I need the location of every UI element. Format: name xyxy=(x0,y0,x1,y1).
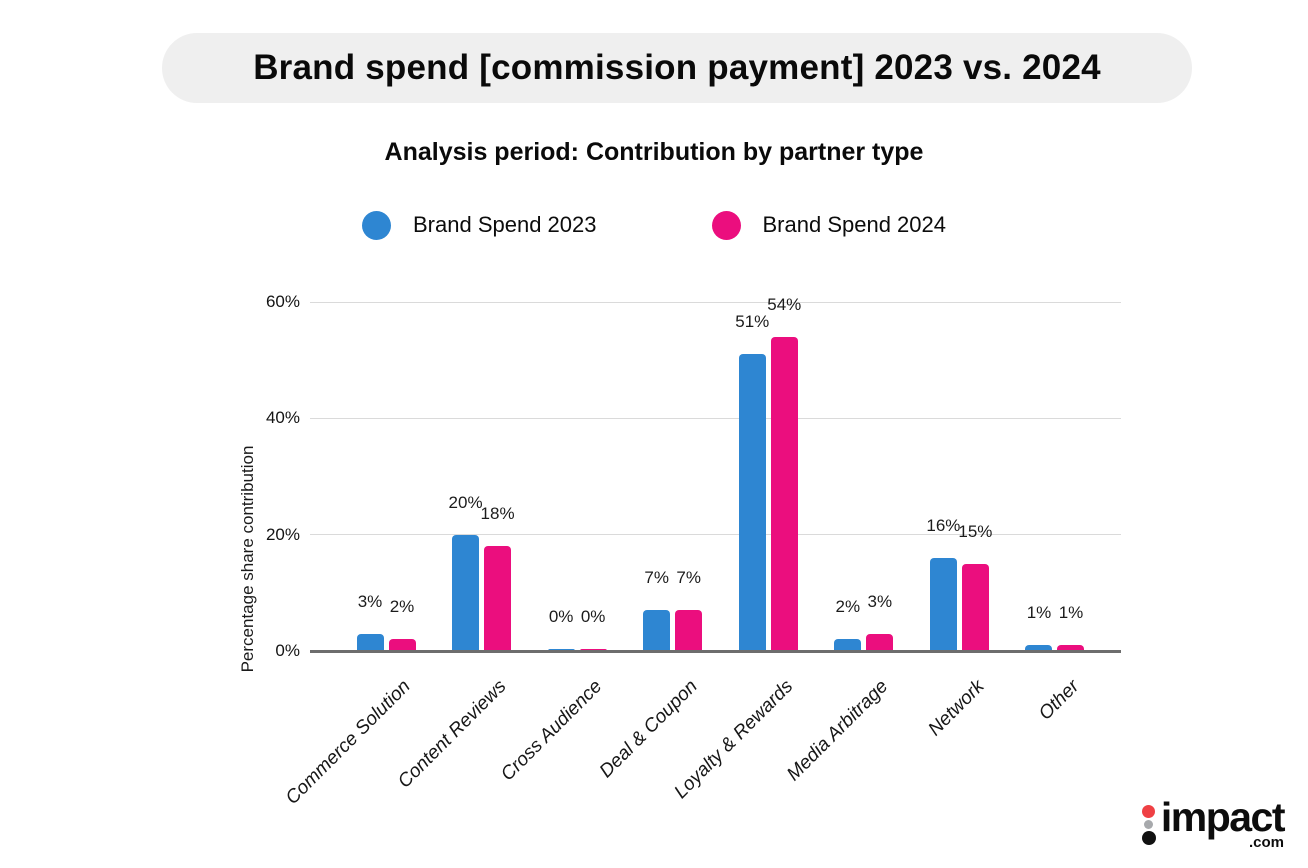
bar-brand-spend-2023 xyxy=(452,534,480,651)
chart-title: Brand spend [commission payment] 2023 vs… xyxy=(253,48,1101,87)
bar-value-label: 7% xyxy=(676,568,701,588)
bar-brand-spend-2024 xyxy=(675,610,703,651)
bar-value-label: 16% xyxy=(926,515,961,535)
y-tick-label: 60% xyxy=(265,292,300,311)
y-tick-label: 40% xyxy=(265,408,300,428)
legend-item-2023: Brand Spend 2023 xyxy=(362,210,597,240)
chart-legend: Brand Spend 2023 Brand Spend 2024 xyxy=(0,203,1308,247)
bar-brand-spend-2023 xyxy=(1025,645,1053,651)
legend-item-2024: Brand Spend 2024 xyxy=(711,210,947,240)
legend-label: Brand Spend 2024 xyxy=(762,212,947,237)
logo-brand-name: impact xyxy=(1160,794,1286,840)
bar-value-label: 54% xyxy=(767,294,802,314)
gridline-20 xyxy=(310,534,1121,536)
bar-brand-spend-2024 xyxy=(961,563,989,651)
bar-value-label: 0% xyxy=(548,607,574,626)
bar-brand-spend-2023 xyxy=(738,354,766,651)
chart-subtitle: Analysis period: Contribution by partner… xyxy=(384,138,924,166)
gridline-60 xyxy=(310,301,1121,303)
bar-value-label: 20% xyxy=(448,492,483,512)
x-category-label: Other xyxy=(1035,676,1084,725)
bar-value-label: 2% xyxy=(389,597,415,617)
impact-logo: impact .com xyxy=(1141,794,1286,851)
legend-dot-icon xyxy=(362,210,391,240)
logo-dot-black xyxy=(1141,831,1156,845)
x-category-label: Deal & Coupon xyxy=(595,676,702,782)
y-tick-label: 20% xyxy=(265,524,300,544)
logo-dot-gray xyxy=(1144,820,1154,829)
impact-logo-text: impact .com xyxy=(1160,794,1286,851)
bar-value-label: 3% xyxy=(867,591,893,611)
bar-value-label: 3% xyxy=(357,591,383,611)
bar-brand-spend-2024 xyxy=(388,639,416,651)
bar-value-label: 7% xyxy=(644,568,669,588)
y-tick-label: 0% xyxy=(275,641,300,660)
bar-value-label: 1% xyxy=(1026,603,1052,623)
bar-brand-spend-2024 xyxy=(484,546,512,651)
bar-brand-spend-2024 xyxy=(866,633,894,651)
bar-brand-spend-2024 xyxy=(770,336,798,651)
x-category-label: Network xyxy=(924,676,989,741)
x-category-label: Commerce Solution xyxy=(282,676,415,809)
x-category-label: Media Arbitrage xyxy=(783,676,893,786)
bar-value-label: 0% xyxy=(580,607,606,626)
bar-brand-spend-2023 xyxy=(929,557,957,651)
bar-value-label: 2% xyxy=(835,597,861,617)
logo-dot-red xyxy=(1142,805,1156,818)
bar-value-label: 51% xyxy=(735,312,770,332)
logo-domain: .com xyxy=(1248,834,1284,851)
bar-value-label: 1% xyxy=(1058,603,1084,623)
bar-brand-spend-2023 xyxy=(834,639,862,651)
gridline-40 xyxy=(310,417,1121,419)
bar-brand-spend-2023 xyxy=(643,610,671,651)
x-axis-line xyxy=(310,649,1121,653)
bar-brand-spend-2024 xyxy=(1057,645,1085,651)
impact-logo-icon xyxy=(1141,805,1156,845)
bar-value-label: 18% xyxy=(480,504,515,524)
bar-value-label: 15% xyxy=(958,521,993,541)
legend-dot-icon xyxy=(711,210,741,240)
legend-label: Brand Spend 2023 xyxy=(413,212,597,237)
x-category-label: Cross Audience xyxy=(496,676,606,786)
bar-brand-spend-2023 xyxy=(356,633,384,651)
chart-title-pill: Brand spend [commission payment] 2023 vs… xyxy=(162,33,1192,103)
